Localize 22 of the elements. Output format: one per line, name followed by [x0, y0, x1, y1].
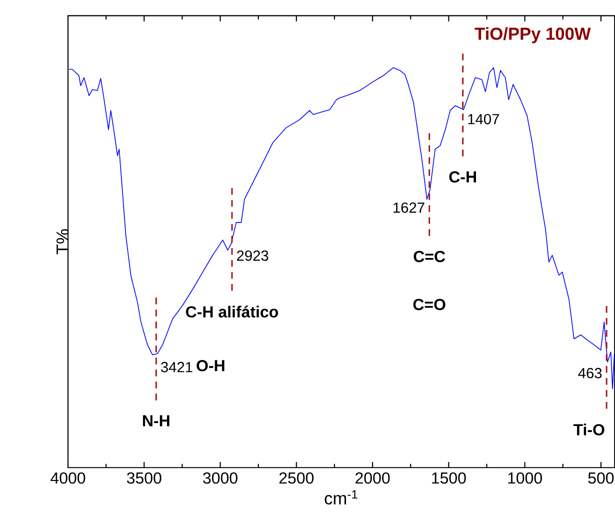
- x-tick-label: 3500: [126, 472, 162, 484]
- annotation: 1407: [468, 114, 499, 124]
- x-tick-label: 2500: [279, 472, 314, 484]
- ref-line-label: C-H alifático: [186, 306, 278, 318]
- x-tick-label: 1500: [432, 472, 466, 484]
- ref-line-label: C-H: [449, 171, 476, 183]
- annotation: 3421: [160, 362, 192, 372]
- annotation: C=O: [413, 298, 446, 310]
- ref-line-label: C=C: [414, 250, 446, 262]
- x-axis-title: cm$^{-1}$: [324, 490, 358, 504]
- x-tick-label: 500: [588, 472, 614, 484]
- x-tick-label: 1000: [508, 472, 542, 484]
- ref-line-label: N-H: [143, 415, 170, 426]
- x-tick-label: 4000: [50, 472, 86, 484]
- annotation: O-H: [196, 360, 224, 372]
- x-tick-label: 3000: [203, 472, 238, 484]
- annotation: 463: [578, 368, 602, 378]
- annotation: 1627: [394, 202, 424, 213]
- annotation: 2923: [236, 250, 268, 261]
- x-tick-label: 2000: [356, 472, 390, 484]
- ref-line-label: Ti-O: [573, 424, 604, 436]
- chart-title: TiO/PPy 100W: [474, 27, 591, 44]
